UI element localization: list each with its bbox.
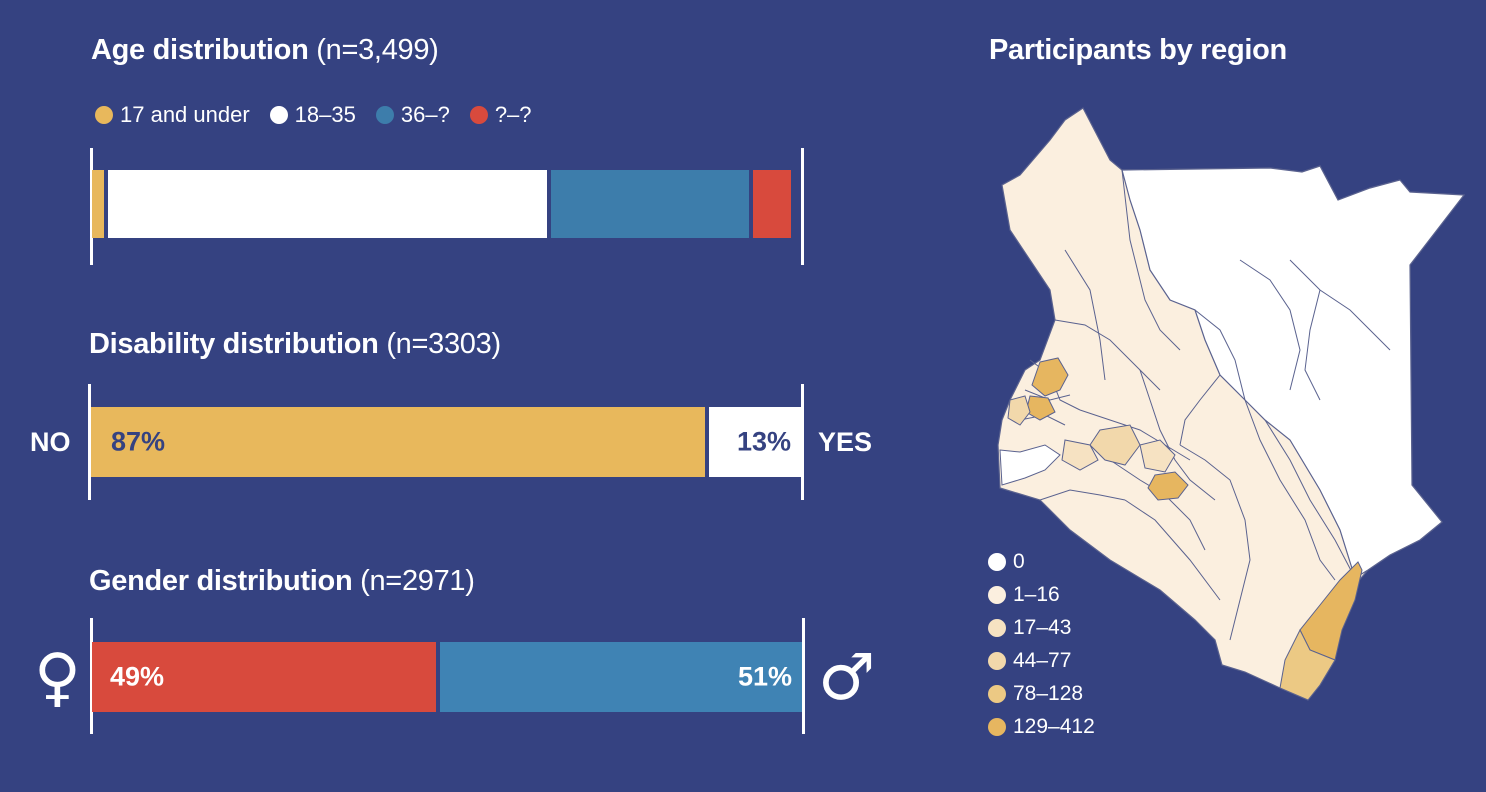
disability-left-tick — [88, 384, 91, 500]
female-symbol-icon: ♀ — [34, 641, 81, 715]
gender-female-pct: 49% — [110, 661, 165, 692]
age-bar — [92, 170, 801, 238]
age-left-tick — [90, 148, 93, 265]
age-legend-item: 36–? — [375, 102, 450, 128]
age-legend-label: 17 and under — [120, 102, 250, 127]
age-legend-item: ?–? — [469, 102, 532, 128]
map-legend-label: 0 — [1013, 549, 1025, 573]
gender-n: (n=2971) — [360, 565, 475, 597]
disability-title: Disability distribution (n=3303) — [89, 328, 501, 361]
legend-dot — [988, 585, 1006, 604]
map-legend-label: 1–16 — [1013, 582, 1060, 606]
age-legend-item: 17 and under — [95, 102, 250, 128]
disability-no-label: NO — [30, 427, 71, 457]
map-legend-item: 129–412 — [988, 710, 1095, 743]
map-legend-label: 17–43 — [1013, 615, 1072, 639]
map-legend-item: 1–16 — [988, 578, 1095, 611]
legend-dot — [988, 651, 1006, 670]
age-legend: 17 and under 18–35 36–? ?–? — [95, 102, 552, 128]
map-region-low — [1139, 439, 1176, 473]
age-n: (n=3,499) — [316, 34, 439, 66]
age-segment — [107, 170, 547, 238]
legend-dot — [988, 684, 1006, 703]
map-region-high — [1031, 357, 1069, 397]
legend-dot — [469, 106, 488, 124]
legend-dot — [988, 618, 1006, 637]
disability-no-pct: 87% — [111, 426, 166, 457]
map-legend: 0 1–16 17–43 44–77 78–128 129–412 — [988, 545, 1095, 743]
legend-dot — [95, 106, 113, 124]
age-legend-label: 18–35 — [294, 102, 356, 127]
legend-dot — [375, 106, 394, 124]
map-legend-label: 129–412 — [1013, 714, 1095, 738]
map-legend-item: 78–128 — [988, 677, 1095, 710]
gender-title-text: Gender distribution — [89, 565, 353, 597]
gender-title: Gender distribution (n=2971) — [89, 565, 475, 598]
disability-yes-label: YES — [818, 427, 873, 457]
map-region-white — [1121, 165, 1465, 579]
age-legend-label: 36–? — [400, 102, 450, 127]
map-legend-item: 17–43 — [988, 611, 1095, 644]
disability-title-text: Disability distribution — [89, 328, 379, 360]
map-region-lake — [999, 444, 1061, 486]
gender-right-tick — [802, 618, 805, 734]
map-region-high — [1147, 471, 1189, 501]
age-legend-item: 18–35 — [269, 102, 356, 128]
map-region-low — [1061, 439, 1099, 471]
disability-yes-segment — [708, 407, 801, 477]
disability-no-segment — [91, 407, 705, 477]
legend-dot — [269, 106, 288, 124]
map-region-low — [1007, 395, 1031, 426]
age-segment — [550, 170, 750, 238]
legend-dot — [988, 552, 1006, 571]
legend-dot — [988, 717, 1006, 736]
gender-left-tick — [90, 618, 93, 734]
gender-bar: 49% 51% — [92, 642, 802, 712]
map-legend-item: 0 — [988, 545, 1095, 578]
map-title: Participants by region — [989, 34, 1287, 66]
disability-bar: 87% 13% — [91, 407, 801, 477]
age-title: Age distribution (n=3,499) — [91, 34, 439, 67]
gender-male-pct: 51% — [737, 661, 792, 692]
disability-yes-pct: 13% — [736, 426, 791, 457]
disability-n: (n=3303) — [386, 328, 501, 360]
age-title-text: Age distribution — [91, 34, 309, 66]
age-segment — [753, 170, 792, 238]
age-legend-label: ?–? — [494, 102, 532, 127]
disability-right-tick — [801, 384, 804, 500]
age-right-tick — [801, 148, 804, 265]
gender-female-segment — [92, 642, 436, 712]
map-legend-item: 44–77 — [988, 644, 1095, 677]
map-legend-label: 78–128 — [1013, 681, 1084, 705]
kenya-region-map — [997, 107, 1465, 701]
gender-male-segment — [439, 642, 802, 712]
male-symbol-icon: ♂ — [818, 641, 876, 715]
map-region-mid — [1279, 628, 1336, 701]
age-segment — [92, 170, 104, 238]
map-legend-label: 44–77 — [1013, 648, 1072, 672]
